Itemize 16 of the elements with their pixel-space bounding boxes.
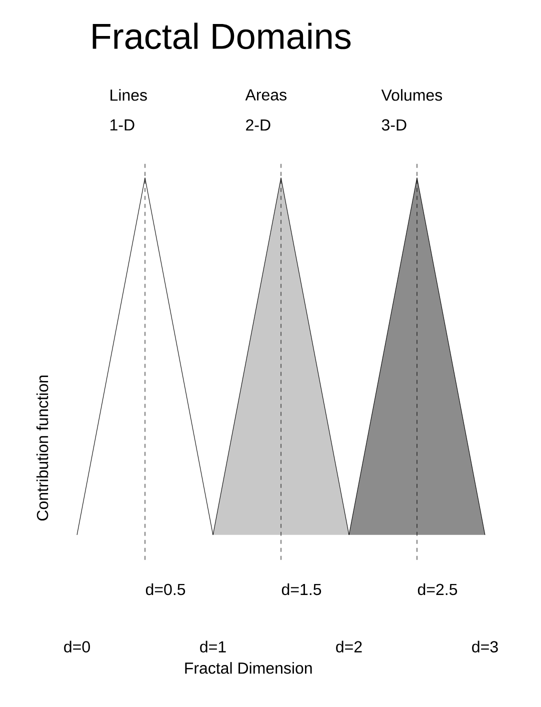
ref-line-label: 1-D (110, 119, 134, 130)
y-axis-title: Contribution function (36, 376, 48, 520)
chart-title: Fractal Domains (92, 22, 351, 50)
x-tick-label: d=1 (200, 640, 226, 652)
text: d=1.5 (282, 583, 322, 596)
text: Areas (245, 89, 286, 101)
ref-line-label: 2-D (246, 119, 270, 131)
x-tick-label: d=2 (336, 640, 362, 652)
text: d=0.5 (146, 583, 186, 596)
text: d=2.5 (418, 583, 458, 596)
ref-line-label: 3-D (382, 119, 406, 131)
x-tick-label: d=3 (472, 640, 498, 652)
x-tick-label: d=0 (64, 640, 90, 652)
x-axis-title: Fractal Dimension (185, 662, 312, 674)
text: Lines (110, 89, 147, 101)
text: Volumes (381, 89, 442, 101)
